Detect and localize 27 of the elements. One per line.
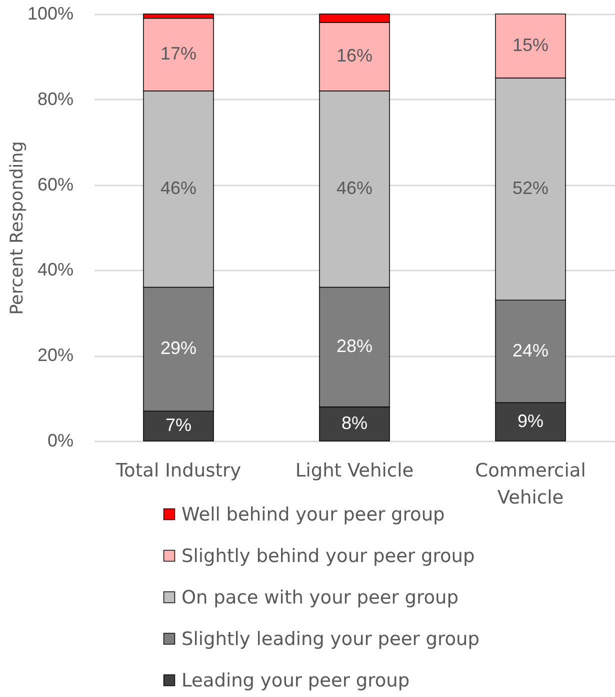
data-label: 46% (160, 178, 196, 198)
y-tick-label: 60% (37, 174, 74, 194)
y-axis-title: Percent Responding (8, 141, 28, 315)
x-tick-label: Light Vehicle (295, 460, 414, 482)
legend-label: Slightly behind your peer group (182, 546, 475, 567)
legend-label: Well behind your peer group (182, 504, 445, 526)
data-label: 8% (341, 412, 368, 433)
data-label: 24% (512, 340, 549, 360)
data-label: 52% (512, 178, 549, 198)
data-label: 7% (165, 415, 192, 436)
x-tick-label: Commercial Vehicle (475, 460, 586, 508)
data-label: 17% (160, 44, 196, 64)
y-tick-label: 20% (37, 345, 74, 366)
y-tick-label: 0% (47, 430, 74, 450)
y-tick-label: 40% (37, 260, 74, 280)
x-tick-label: Total Industry (114, 460, 242, 482)
y-tick-label: 100% (27, 4, 74, 24)
legend-label: Leading your peer group (182, 670, 410, 692)
data-label: 16% (336, 46, 373, 66)
data-label: 15% (512, 35, 549, 56)
y-tick-label: 80% (37, 88, 74, 109)
data-label: 46% (336, 178, 373, 198)
data-label: 29% (160, 338, 196, 358)
data-label: 28% (336, 336, 373, 356)
data-label: 9% (518, 410, 544, 431)
legend-label: Slightly leading your peer group (182, 628, 480, 650)
legend-label: On pace with your peer group (182, 587, 459, 608)
